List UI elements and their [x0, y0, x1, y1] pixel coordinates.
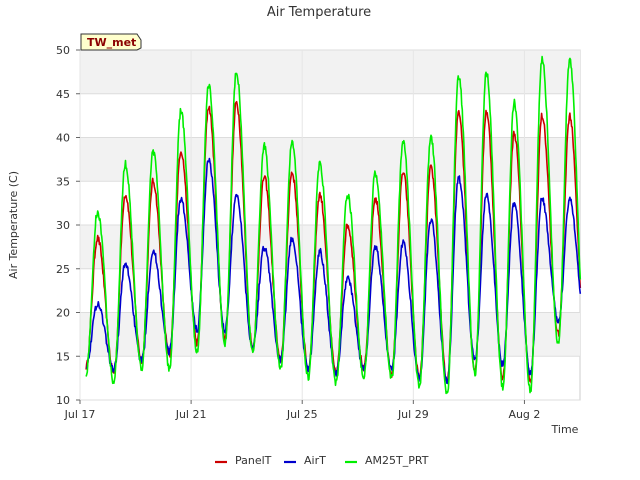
- y-tick-label: 40: [56, 132, 70, 145]
- plot-band: [80, 50, 580, 94]
- plot-band: [80, 225, 580, 269]
- x-tick-label: Jul 25: [286, 408, 318, 421]
- y-tick-label: 35: [56, 175, 70, 188]
- badge-label: TW_met: [87, 36, 136, 49]
- legend-label: AM25T_PRT: [365, 454, 429, 467]
- series-layer: [85, 55, 582, 395]
- x-tick-label: Aug 2: [508, 408, 540, 421]
- badge-shape: [80, 33, 142, 51]
- y-axis-title: Air Temperature (C): [7, 171, 20, 279]
- grid-lines: [79, 49, 580, 401]
- x-tick-label: Jul 29: [397, 408, 429, 421]
- y-tick-label: 15: [56, 350, 70, 363]
- x-tick-label: Jul 17: [64, 408, 96, 421]
- legend-label: PanelT: [235, 454, 272, 467]
- x-axis-ticks: Jul 17 Jul 21 Jul 25 Jul 29 Aug 2: [64, 400, 540, 421]
- legend: PanelT AirT AM25T_PRT: [215, 454, 429, 467]
- y-tick-label: 45: [56, 88, 70, 101]
- y-axis-ticks: 10 15 20 25 30 35 40 45 50: [56, 44, 80, 407]
- x-tick-label: Jul 21: [175, 408, 207, 421]
- tw-met-badge: TW_met: [80, 33, 142, 51]
- legend-label: AirT: [304, 454, 326, 467]
- y-tick-label: 20: [56, 307, 70, 320]
- plot-band: [80, 137, 580, 182]
- y-tick-label: 25: [56, 263, 70, 276]
- chart-title: Air Temperature: [267, 5, 371, 20]
- y-tick-label: 30: [56, 219, 70, 232]
- x-axis-title: Time: [551, 423, 579, 436]
- y-tick-label: 10: [56, 394, 70, 407]
- y-tick-label: 50: [56, 44, 70, 57]
- series-line-am25t-prt: [85, 55, 582, 395]
